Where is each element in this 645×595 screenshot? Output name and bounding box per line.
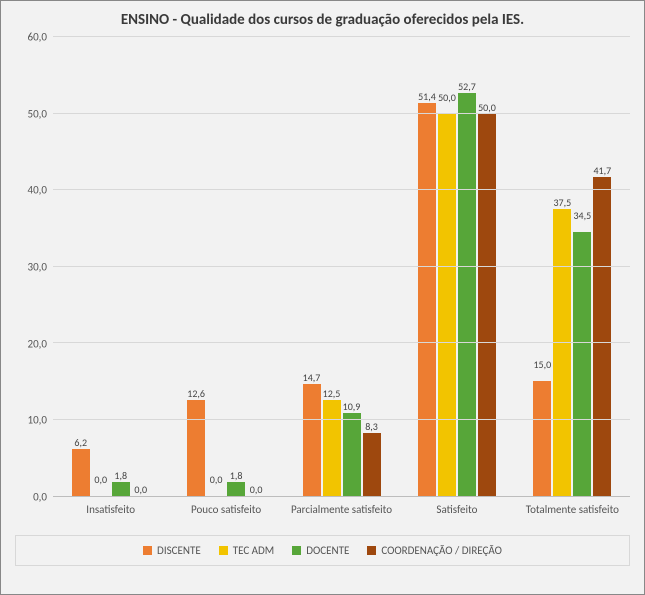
bar-group: 15,037,534,541,7 (515, 37, 630, 496)
bar-value-label: 0,0 (250, 485, 263, 496)
bar-value-label: 41,7 (593, 166, 611, 177)
bar-value-label: 51,4 (418, 92, 436, 103)
bar: 50,0 (478, 114, 496, 497)
grid-line (53, 266, 630, 267)
bar: 34,5 (573, 232, 591, 496)
x-label: Parcialmente satisfeito (284, 497, 399, 531)
legend: DISCENTE TEC ADM DOCENTE COORDENAÇÃO / DIRE… (15, 535, 630, 566)
bar-value-label: 10,9 (343, 402, 361, 413)
bar-value-label: 14,7 (303, 373, 321, 384)
y-tick: 40,0 (28, 184, 47, 197)
grid-line (53, 342, 630, 343)
bar-value-label: 50,0 (438, 93, 456, 104)
grid-line (53, 36, 630, 37)
bar: 1,8 (112, 482, 130, 496)
y-tick: 20,0 (28, 337, 47, 350)
grid-line (53, 419, 630, 420)
bar: 14,7 (303, 384, 321, 496)
y-tick: 50,0 (28, 107, 47, 120)
bar-value-label: 37,5 (553, 198, 571, 209)
grid-line (53, 189, 630, 190)
legend-label: DOCENTE (306, 544, 349, 557)
bar-value-label: 0,0 (134, 485, 147, 496)
bar: 50,0 (438, 114, 456, 497)
y-tick: 10,0 (28, 414, 47, 427)
bar: 10,9 (343, 413, 361, 496)
bar-value-label: 0,0 (210, 475, 223, 486)
bar-value-label: 52,7 (458, 82, 476, 93)
bar-value-label: 1,8 (230, 471, 243, 482)
chart-title: ENSINO - Qualidade dos cursos de graduaç… (15, 11, 630, 29)
bar-value-label: 34,5 (573, 211, 591, 222)
bar: 12,5 (323, 400, 341, 496)
x-label: Insatisfeito (53, 497, 168, 531)
bar: 6,2 (72, 449, 90, 496)
legend-item: TEC ADM (219, 544, 275, 557)
chart-container: ENSINO - Qualidade dos cursos de graduaç… (0, 0, 645, 595)
x-label: Satisfeito (399, 497, 514, 531)
bar-group: 12,6 0,0 1,8 0,0 (168, 37, 283, 496)
bar: 52,7 (458, 93, 476, 496)
legend-label: DISCENTE (157, 544, 201, 557)
bar: 51,4 (418, 103, 436, 496)
legend-swatch (143, 546, 152, 555)
bar-value-label: 0,0 (94, 475, 107, 486)
bar: 1,8 (227, 482, 245, 496)
y-tick: 60,0 (28, 31, 47, 44)
y-tick: 30,0 (28, 261, 47, 274)
grid-plot: 6,20,01,80,012,60,01,80,014,712,510,98,3… (53, 37, 630, 497)
y-tick: 0,0 (33, 491, 47, 504)
bar: 8,3 (363, 433, 381, 496)
bar-value-label: 1,8 (114, 471, 127, 482)
bar-group: 14,712,510,98,3 (284, 37, 399, 496)
bar: 12,6 (187, 400, 205, 496)
legend-swatch (219, 546, 228, 555)
plot-area: 0,010,020,030,040,050,060,0 6,20,01,80,0… (15, 37, 630, 497)
legend-item: DISCENTE (143, 544, 201, 557)
bar-value-label: 8,3 (365, 422, 378, 433)
x-label: Totalmente satisfeito (515, 497, 630, 531)
bar: 37,5 (553, 209, 571, 496)
x-label: Pouco satisfeito (168, 497, 283, 531)
bar-value-label: 15,0 (533, 360, 551, 371)
legend-item: COORDENAÇÃO / DIREÇÃO (367, 544, 502, 557)
grid-line (53, 113, 630, 114)
bar-group: 51,450,052,750,0 (399, 37, 514, 496)
bar-value-label: 12,6 (187, 389, 205, 400)
bar-groups: 6,20,01,80,012,60,01,80,014,712,510,98,3… (53, 37, 630, 496)
bar: 41,7 (593, 177, 611, 496)
legend-swatch (292, 546, 301, 555)
legend-swatch (367, 546, 376, 555)
bar-value-label: 12,5 (323, 389, 341, 400)
x-axis: InsatisfeitoPouco satisfeitoParcialmente… (53, 497, 630, 531)
bar-value-label: 6,2 (74, 438, 87, 449)
bar-group: 6,2 0,0 1,8 0,0 (53, 37, 168, 496)
bar: 15,0 (533, 381, 551, 496)
legend-label: COORDENAÇÃO / DIREÇÃO (381, 544, 502, 557)
y-axis: 0,010,020,030,040,050,060,0 (15, 37, 53, 497)
legend-label: TEC ADM (233, 544, 275, 557)
legend-item: DOCENTE (292, 544, 349, 557)
